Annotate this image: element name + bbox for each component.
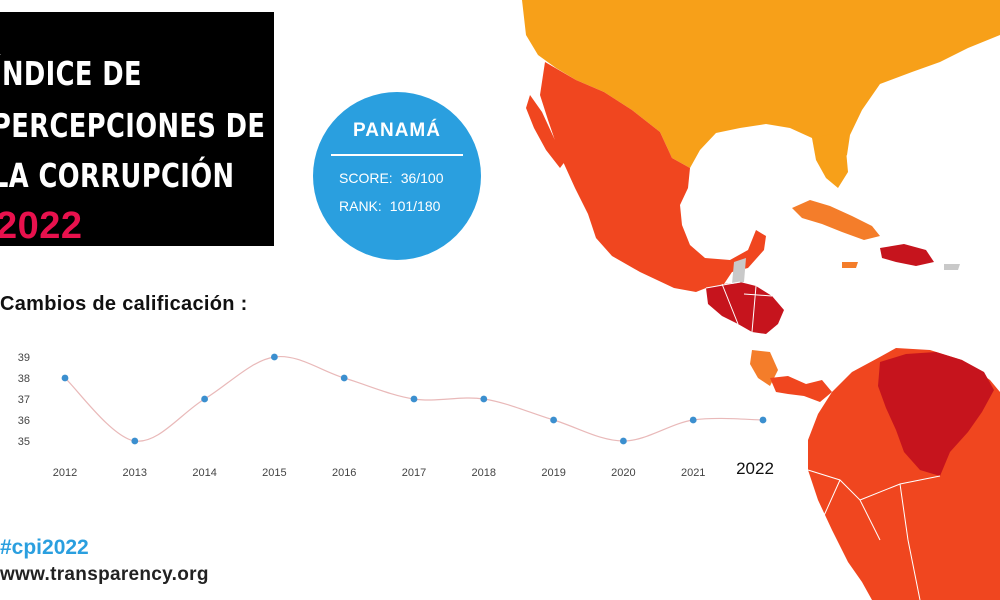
y-tick-label: 37 bbox=[18, 394, 30, 406]
series-line bbox=[64, 355, 764, 442]
x-tick-label: 2018 bbox=[472, 467, 496, 479]
index-title-box: ÍNDICE DE PERCEPCIONES DE LA CORRUPCIÓN … bbox=[0, 12, 274, 246]
title-line-2: PERCEPCIONES DE bbox=[0, 106, 266, 145]
y-tick-label: 35 bbox=[18, 436, 30, 448]
baja-region bbox=[526, 95, 566, 168]
chart-heading: Cambios de calificación : bbox=[0, 293, 248, 315]
data-point-2021 bbox=[689, 416, 697, 424]
badge-country: PANAMÁ bbox=[353, 120, 441, 141]
data-point-2019 bbox=[550, 416, 557, 424]
x-tick-label: 2014 bbox=[192, 467, 216, 479]
hashtag-text: #cpi2022 bbox=[0, 536, 89, 559]
title-year: 2022 bbox=[0, 205, 83, 246]
score-line-chart: 35 36 37 38 39 2012 2013 2014 2015 2016 2017 2018 20… bbox=[18, 352, 774, 479]
data-point-2012 bbox=[61, 374, 69, 382]
central-america-region bbox=[706, 282, 784, 334]
data-point-2016 bbox=[340, 374, 348, 382]
badge-divider bbox=[331, 154, 463, 156]
title-line-1: ÍNDICE DE bbox=[0, 54, 142, 93]
data-point-2013 bbox=[131, 437, 139, 445]
jamaica-region bbox=[842, 262, 858, 268]
florida-region bbox=[812, 134, 848, 188]
y-tick-label: 38 bbox=[18, 373, 30, 385]
country-score-badge: PANAMÁ SCORE: 36/100 RANK: 101/180 bbox=[313, 92, 481, 260]
x-tick-label: 2013 bbox=[123, 467, 147, 479]
x-tick-label: 2016 bbox=[332, 467, 356, 479]
data-point-2014 bbox=[201, 395, 209, 403]
hispaniola-region bbox=[880, 244, 934, 266]
x-tick-label: 2020 bbox=[611, 467, 635, 479]
data-point-2018 bbox=[480, 395, 488, 403]
panama-region bbox=[770, 376, 832, 402]
y-tick-label: 39 bbox=[18, 352, 30, 364]
badge-rank-row: RANK: 101/180 bbox=[339, 198, 440, 214]
costa-rica-region bbox=[750, 350, 778, 386]
venezuela-region bbox=[878, 352, 994, 476]
belize-region bbox=[732, 258, 746, 284]
rank-value: 101/180 bbox=[389, 198, 441, 214]
score-label: SCORE: bbox=[339, 170, 393, 186]
data-point-2017 bbox=[410, 395, 418, 403]
usa-region bbox=[522, 0, 1000, 168]
x-tick-label: 2012 bbox=[53, 467, 77, 479]
data-point-2015 bbox=[271, 353, 278, 361]
y-tick-label: 36 bbox=[18, 415, 30, 427]
x-tick-label: 2022 bbox=[736, 459, 774, 478]
badge-score-row: SCORE: 36/100 bbox=[339, 170, 444, 186]
x-tick-label: 2017 bbox=[402, 467, 426, 479]
score-value: 36/100 bbox=[400, 170, 444, 186]
data-point-2022 bbox=[759, 416, 767, 424]
x-tick-label: 2021 bbox=[681, 467, 705, 479]
website-text: www.transparency.org bbox=[0, 564, 209, 585]
rank-label: RANK: bbox=[339, 198, 382, 214]
title-line-3: LA CORRUPCIÓN bbox=[0, 156, 235, 195]
mexico-region bbox=[540, 62, 766, 292]
x-tick-label: 2019 bbox=[541, 467, 565, 479]
data-point-2020 bbox=[620, 437, 627, 445]
puerto-rico-region bbox=[944, 264, 960, 270]
cuba-region bbox=[792, 200, 880, 240]
x-tick-label: 2015 bbox=[262, 467, 286, 479]
